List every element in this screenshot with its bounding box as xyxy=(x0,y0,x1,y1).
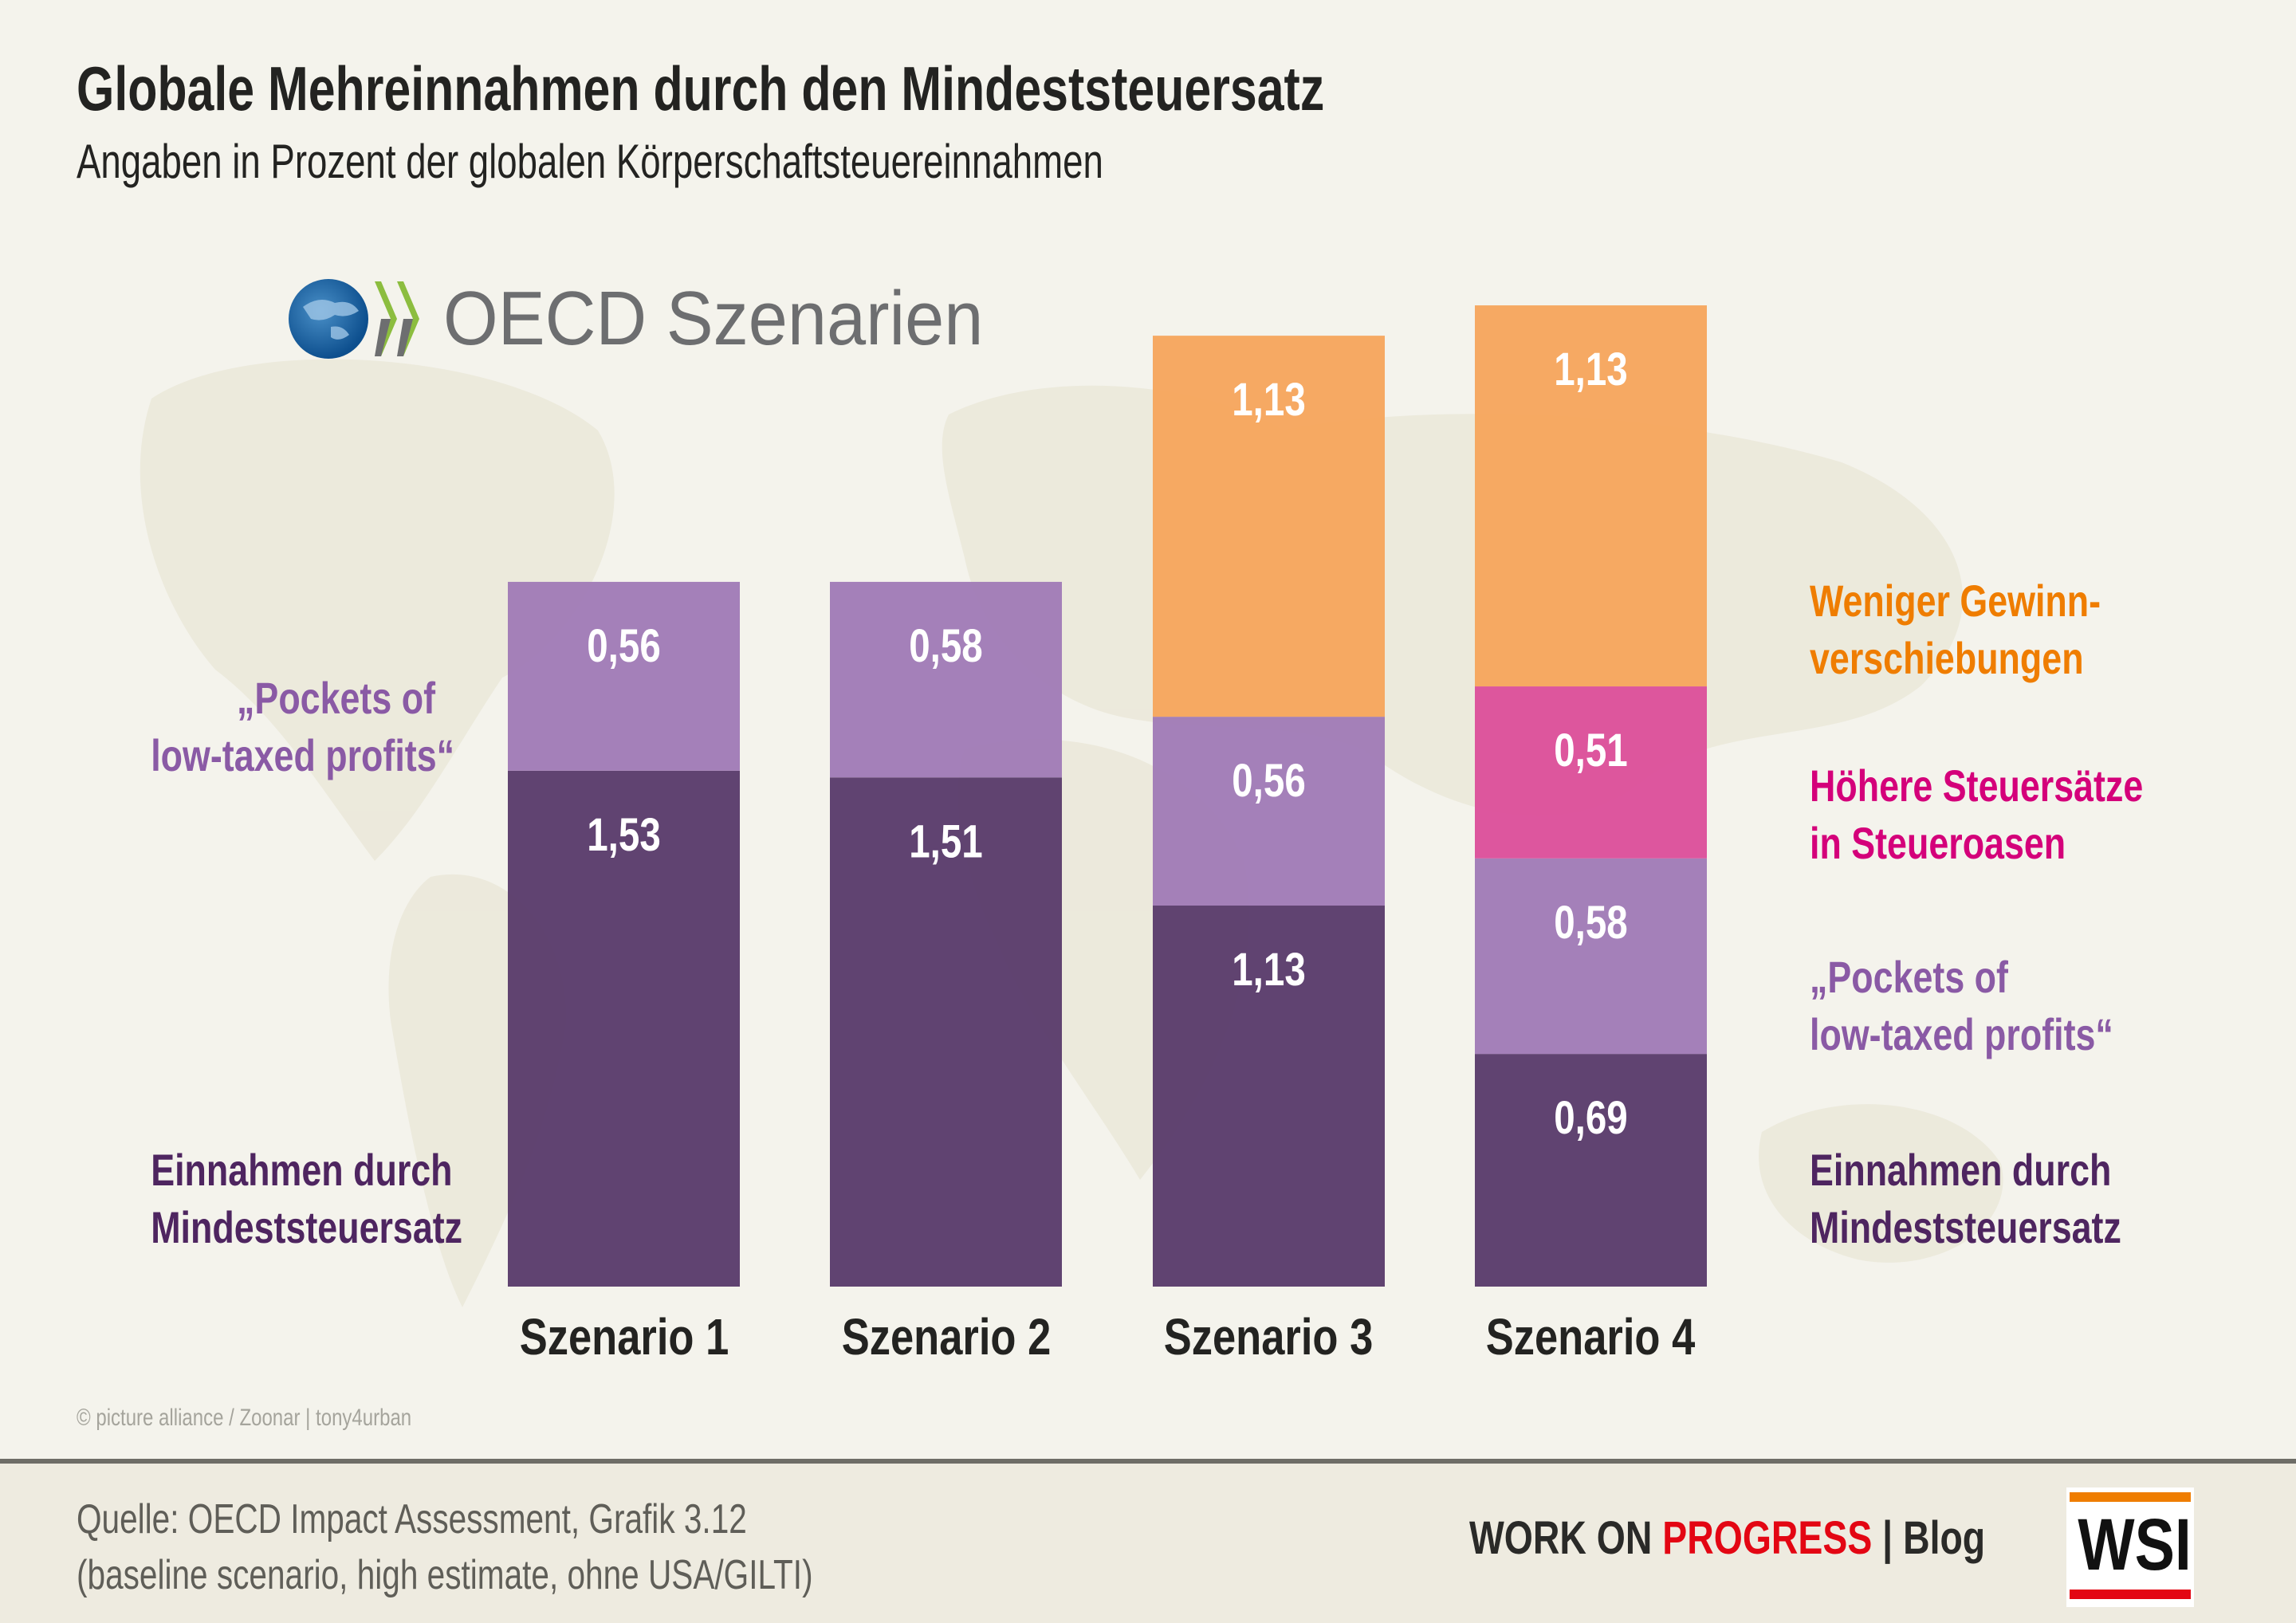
bar-value-label-1-series-1: 1,53 xyxy=(587,809,661,861)
oecd-logo: OECD Szenarien xyxy=(287,271,1030,367)
chart-title: Globale Mehreinnahmen durch den Mindests… xyxy=(77,53,1325,124)
bar-segment-2-series-1 xyxy=(830,777,1062,1287)
bar-value-label-4-series-1: 0,69 xyxy=(1554,1093,1628,1145)
photo-credit: © picture alliance / Zoonar | tony4urban xyxy=(77,1405,412,1431)
bar-value-label-4-series-2: 0,58 xyxy=(1554,897,1628,949)
bar-value-label-2-series-1: 1,51 xyxy=(909,816,983,868)
bar-value-label-2-series-2: 0,58 xyxy=(909,621,983,673)
bar-value-label-3-series-4: 1,13 xyxy=(1232,375,1306,426)
bar-segment-4-series-1 xyxy=(1475,1054,1707,1287)
legend-left-pockets: „Pockets of low-taxed profits“ xyxy=(151,670,455,784)
legend-right-hoehere-line1: Höhere Steuersätze xyxy=(1810,760,2144,811)
stacked-bar-chart: 1,53 0,56 1,51 0,58 1,13 0,56 1,13 0,69 0,58 0,51… xyxy=(508,305,1707,1287)
legend-right-pockets: „Pockets of low-taxed profits“ xyxy=(1810,949,2113,1063)
legend-left-einnahmen-line2: Mindeststeuersatz xyxy=(151,1202,463,1252)
legend-right-einnahmen-line2: Mindeststeuersatz xyxy=(1810,1202,2121,1252)
category-label-1: Szenario 1 xyxy=(519,1308,729,1366)
legend-left-pockets-line1: „Pockets of xyxy=(237,673,435,723)
legend-left-pockets-line2: low-taxed profits“ xyxy=(151,730,455,780)
legend-right-pockets-line1: „Pockets of xyxy=(1810,952,2008,1002)
bar-segment-2-series-2 xyxy=(830,581,1062,778)
footer: Quelle: OECD Impact Assessment, Grafik 3… xyxy=(0,1459,2296,1623)
legend-left-einnahmen: Einnahmen durch Mindeststeuersatz xyxy=(151,1142,463,1256)
chart-subtitle: Angaben in Prozent der globalen Körpersc… xyxy=(77,135,1103,188)
source-line-2: (baseline scenario, high estimate, ohne … xyxy=(77,1552,813,1598)
source-line-1: Quelle: OECD Impact Assessment, Grafik 3… xyxy=(77,1496,747,1542)
brand-blog: Blog xyxy=(1903,1512,1986,1564)
bar-segment-1-series-2 xyxy=(508,581,740,771)
logo-text: OECD Szenarien xyxy=(443,276,984,361)
bar-value-label-1-series-2: 0,56 xyxy=(587,621,661,673)
bar-segment-4-series-3 xyxy=(1475,686,1707,859)
bar-value-label-3-series-1: 1,13 xyxy=(1232,945,1306,996)
brand-work-on-progress[interactable]: WORK ON PROGRESS | Blog xyxy=(1469,1511,1985,1565)
legend-right-einnahmen: Einnahmen durch Mindeststeuersatz xyxy=(1810,1142,2121,1256)
category-label-3: Szenario 3 xyxy=(1163,1308,1374,1366)
brand-separator: | xyxy=(1872,1512,1904,1564)
wsi-orange-stripe xyxy=(2070,1492,2191,1502)
legend-right-weniger: Weniger Gewinn- verschiebungen xyxy=(1810,572,2101,687)
legend-right-hoehere: Höhere Steuersätze in Steueroasen xyxy=(1810,757,2143,872)
category-label-2: Szenario 2 xyxy=(841,1308,1052,1366)
bar-value-label-3-series-2: 0,56 xyxy=(1232,756,1306,808)
oecd-globe-icon xyxy=(289,279,419,359)
wsi-logo[interactable]: WSI xyxy=(2066,1487,2194,1607)
bar-segment-3-series-2 xyxy=(1153,717,1385,906)
bar-segment-3-series-4 xyxy=(1153,336,1385,717)
legend-left-einnahmen-line1: Einnahmen durch xyxy=(151,1145,453,1195)
wsi-red-stripe xyxy=(2070,1590,2191,1599)
bar-value-label-4-series-3: 0,51 xyxy=(1554,725,1628,777)
category-label-4: Szenario 4 xyxy=(1485,1308,1696,1366)
legend-right-einnahmen-line1: Einnahmen durch xyxy=(1810,1145,2112,1195)
bar-segment-4-series-2 xyxy=(1475,858,1707,1055)
legend-right-weniger-line2: verschiebungen xyxy=(1810,633,2084,683)
wsi-logo-text: WSI xyxy=(2078,1504,2192,1586)
brand-work-on: WORK ON xyxy=(1469,1512,1663,1564)
brand-progress: PROGRESS xyxy=(1662,1512,1873,1564)
legend-right-pockets-line2: low-taxed profits“ xyxy=(1810,1009,2113,1059)
bar-value-label-4-series-4: 1,13 xyxy=(1554,344,1628,396)
bar-segment-3-series-1 xyxy=(1153,906,1385,1287)
legend-right-weniger-line1: Weniger Gewinn- xyxy=(1810,576,2101,626)
bar-segment-1-series-1 xyxy=(508,770,740,1287)
bar-segment-4-series-4 xyxy=(1475,305,1707,687)
legend-right-hoehere-line2: in Steueroasen xyxy=(1810,818,2066,868)
